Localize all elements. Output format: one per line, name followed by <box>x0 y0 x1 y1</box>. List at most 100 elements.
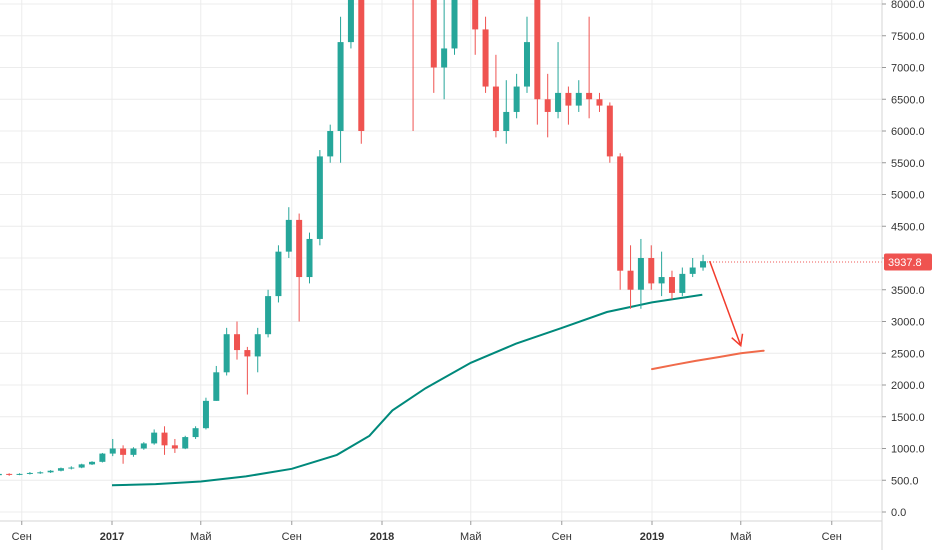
y-tick-label: 3500.0 <box>891 285 925 297</box>
candle <box>412 0 414 131</box>
candle <box>451 0 458 55</box>
candle-body <box>637 258 644 290</box>
x-tick-label: Сен <box>12 531 32 543</box>
candle-body <box>37 472 44 474</box>
candle <box>689 258 696 278</box>
candle <box>182 435 189 450</box>
y-tick-label: 1000.0 <box>891 444 925 456</box>
y-tick-label: 3000.0 <box>891 317 925 329</box>
candle <box>16 473 23 476</box>
candle <box>482 16 489 93</box>
candle <box>6 473 13 476</box>
candle-body <box>606 105 613 157</box>
y-tick-label: 6500.0 <box>891 94 925 106</box>
candle-body <box>182 437 189 449</box>
y-tick-label: 500.0 <box>891 475 919 487</box>
candle-body <box>513 86 520 112</box>
candle-body <box>627 270 634 290</box>
candle-body <box>617 156 624 271</box>
candle <box>296 213 303 322</box>
candle-body <box>213 372 220 401</box>
y-axis[interactable]: 0.0 500.0 1000.0 1500.0 2000.0 2500.0 3000.0 35… <box>882 0 925 519</box>
candle <box>89 461 96 466</box>
candle <box>327 124 334 163</box>
candle <box>627 245 634 309</box>
candle <box>430 0 437 93</box>
candle <box>679 267 686 297</box>
candle-body <box>596 99 603 106</box>
candle <box>617 153 624 290</box>
candle <box>120 445 127 464</box>
candle <box>26 471 33 475</box>
candle <box>658 251 665 297</box>
candle-body <box>130 448 137 455</box>
candle <box>306 232 313 284</box>
candle-body <box>275 251 282 297</box>
candle-body <box>575 92 582 106</box>
y-tick-label: 5500.0 <box>891 158 925 170</box>
candle-body <box>223 334 230 373</box>
candle-body <box>254 334 261 357</box>
candle <box>192 426 199 439</box>
x-tick-label: Май <box>730 531 752 543</box>
x-tick-label: Сен <box>282 531 302 543</box>
candle <box>47 470 54 473</box>
candle-body <box>316 156 323 239</box>
candle-body <box>544 99 551 112</box>
candle-body <box>68 467 75 469</box>
candle-body <box>99 453 106 462</box>
y-tick-label: 1500.0 <box>891 412 925 424</box>
candle <box>202 397 209 430</box>
candle-body <box>26 472 33 474</box>
candle-body <box>109 448 116 454</box>
candle <box>472 0 479 55</box>
candle <box>441 0 448 100</box>
last-price-text: 3937.8 <box>888 257 922 269</box>
candle <box>347 0 354 49</box>
y-tick-label: 4500.0 <box>891 221 925 233</box>
candle-body <box>451 0 458 49</box>
candle-body <box>140 443 147 449</box>
candle-body <box>265 296 272 335</box>
candle <box>648 245 655 290</box>
trend-arrow-shaft <box>708 260 742 346</box>
candle <box>151 429 158 445</box>
y-tick-label: 2500.0 <box>891 348 925 360</box>
candle-body <box>658 277 665 284</box>
candle <box>140 442 147 450</box>
candle-body <box>0 473 2 476</box>
candle <box>586 16 593 119</box>
candle <box>265 289 272 338</box>
annotations <box>651 260 765 371</box>
candle-body <box>679 273 686 293</box>
candle-body <box>16 473 23 475</box>
y-tick-label: 7500.0 <box>891 31 925 43</box>
candlesticks <box>0 0 882 476</box>
candle <box>358 0 365 144</box>
y-tick-label: 6000.0 <box>891 126 925 138</box>
candle <box>337 16 344 163</box>
y-tick-label: 0.0 <box>891 507 906 519</box>
x-axis[interactable]: Сен 2017 Май Сен 2018 Май Сен 2019 Май Сен <box>12 521 842 543</box>
candle-body <box>244 350 251 357</box>
candle-body <box>120 448 127 455</box>
y-tick-label: 7000.0 <box>891 63 925 75</box>
candle-body <box>202 400 209 429</box>
candle-body <box>534 0 541 100</box>
candle-body <box>337 42 344 131</box>
candle-body <box>6 473 13 475</box>
candle-body <box>327 131 334 157</box>
candle <box>555 42 562 119</box>
candle <box>596 92 603 112</box>
candle <box>254 327 261 373</box>
candle <box>213 365 220 401</box>
x-tick-label: 2018 <box>370 531 394 543</box>
candle <box>0 473 2 476</box>
candle <box>316 150 323 246</box>
candle-body <box>347 0 354 43</box>
candle-body <box>472 0 479 30</box>
candle-body <box>89 461 96 465</box>
candle-body <box>192 428 199 438</box>
candle <box>700 254 707 271</box>
